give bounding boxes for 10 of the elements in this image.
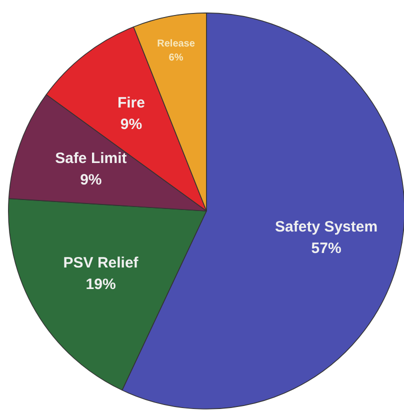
data-label: 19% [86,276,116,293]
slice-label: Release [157,38,196,50]
slice-label: Fire [117,94,145,112]
slice-label: Safety System [275,218,378,236]
data-label: 57% [311,240,342,257]
data-label: 6% [168,52,184,64]
data-label: 9% [80,171,102,188]
data-label: 9% [120,116,142,133]
slice-label: Safe Limit [55,150,127,168]
slice-label: PSV Relief [63,254,140,272]
